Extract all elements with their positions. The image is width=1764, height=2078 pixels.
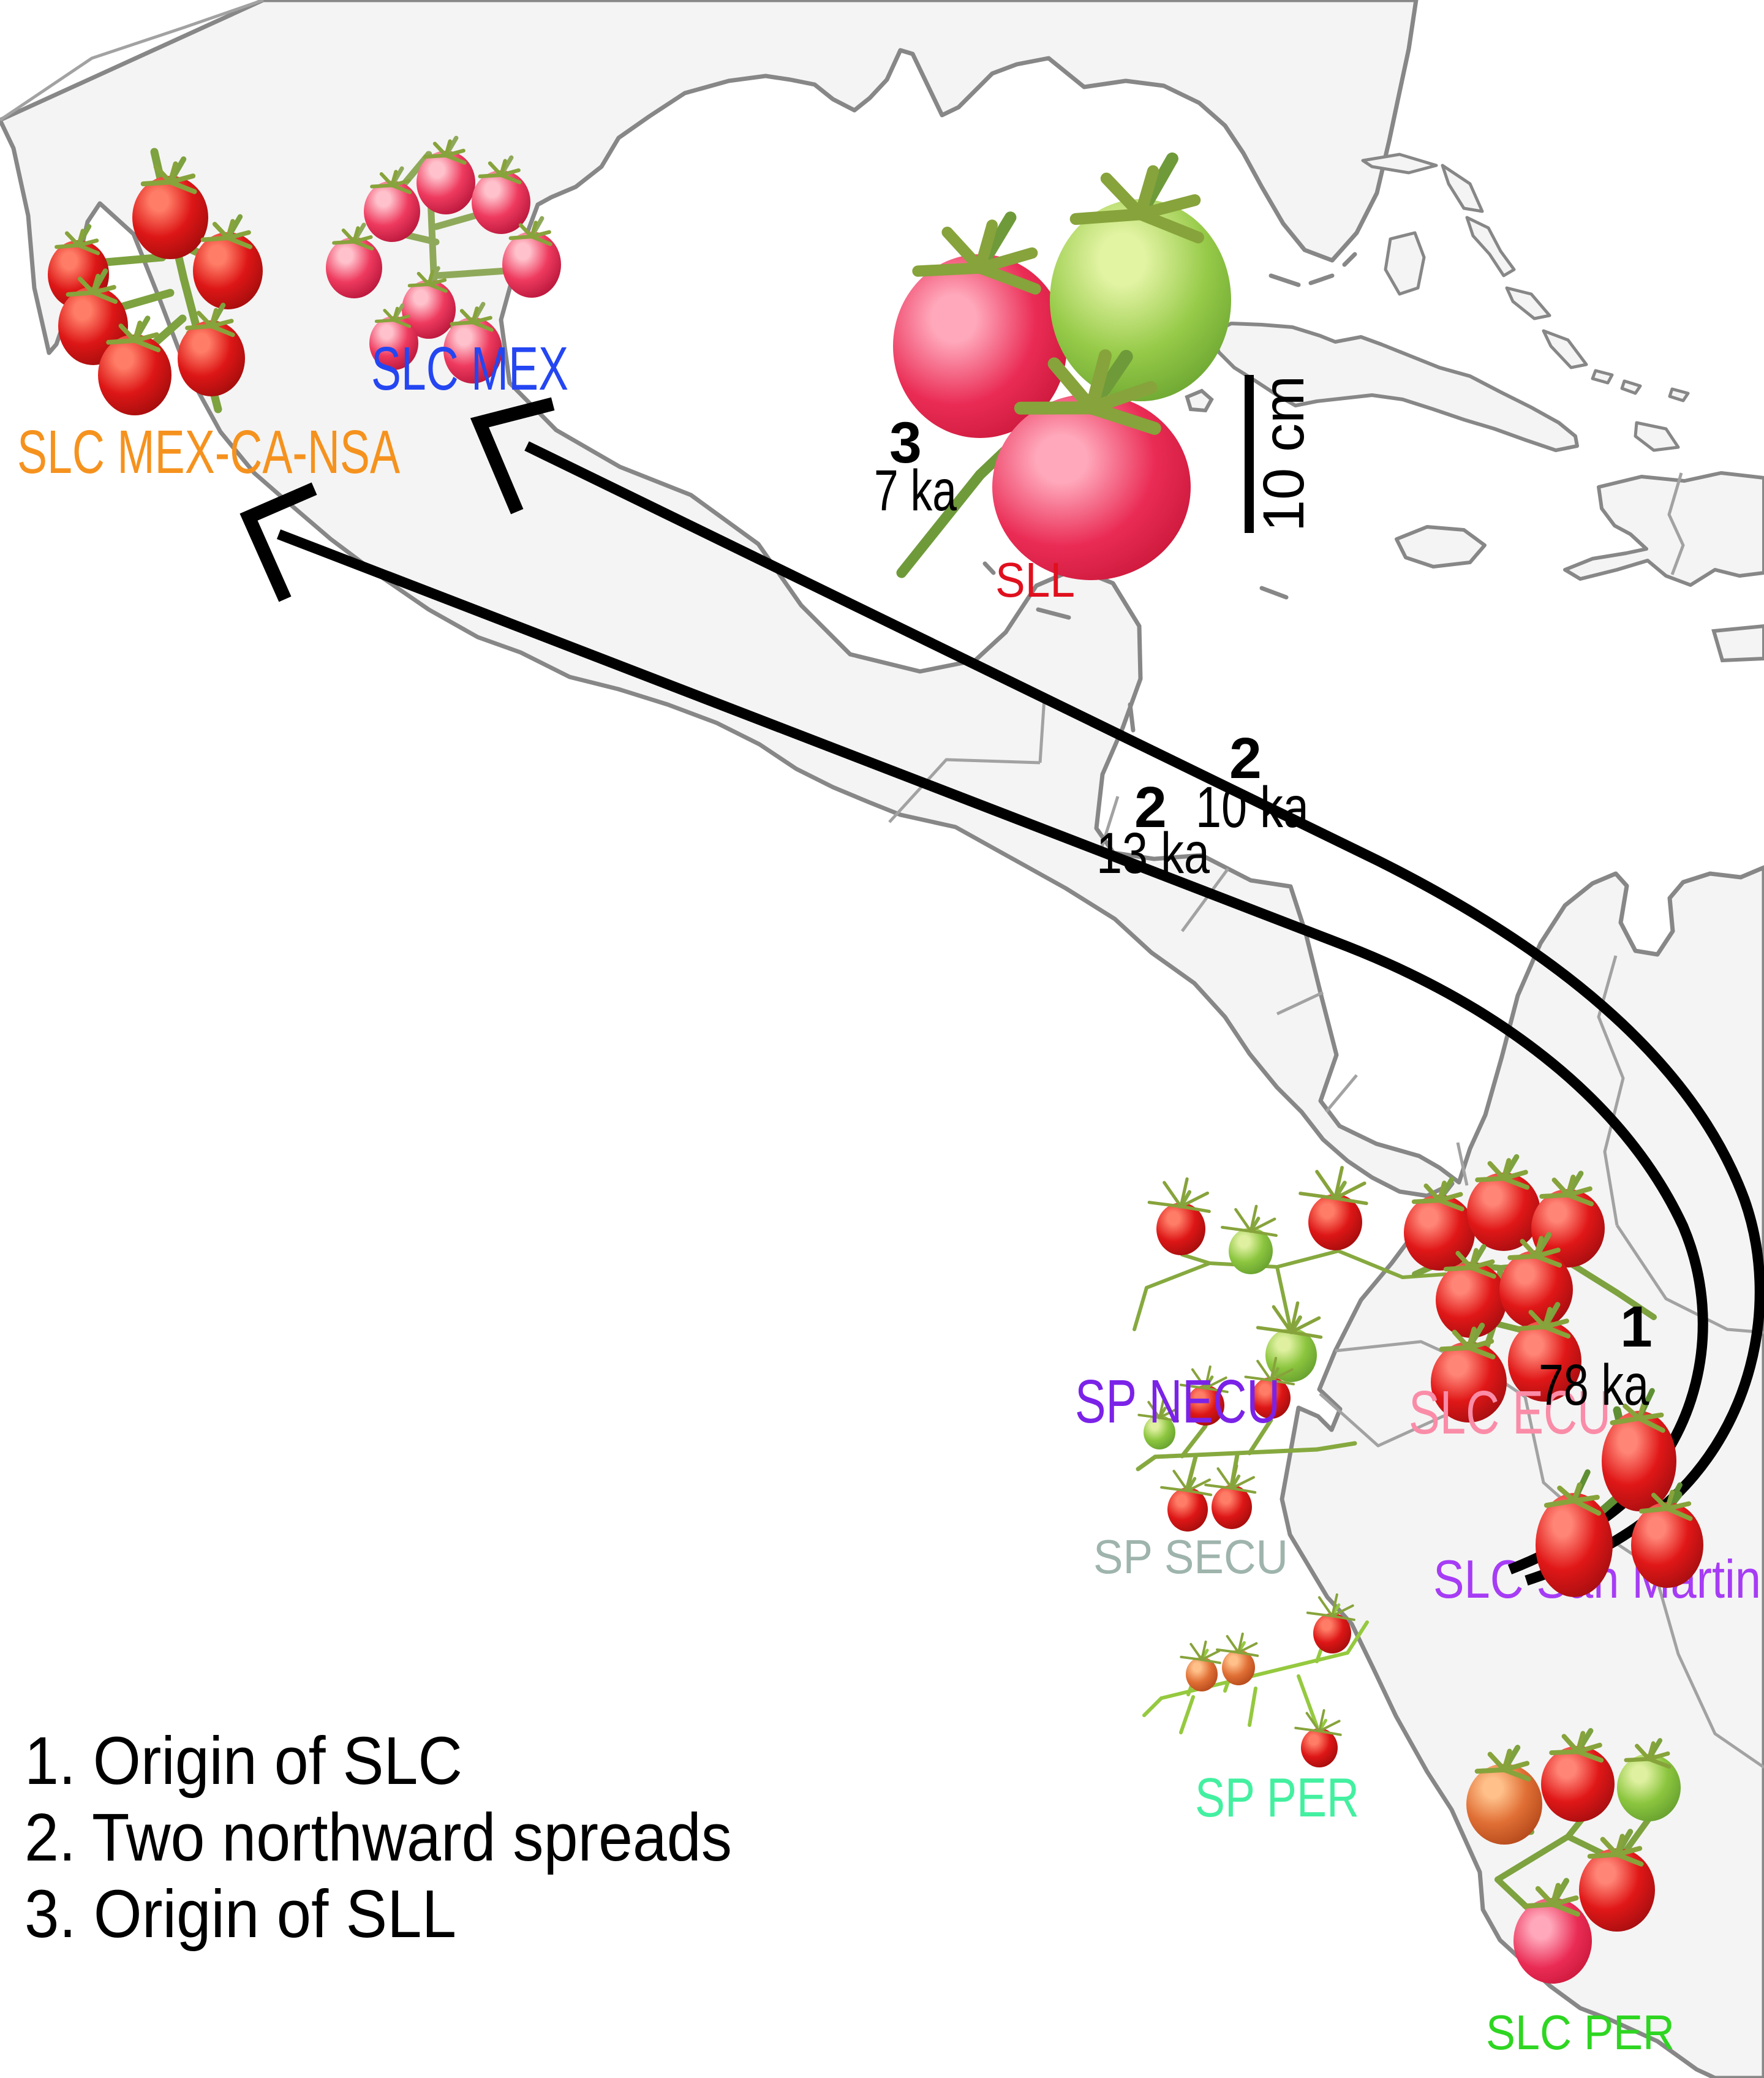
border-colombia-brazil: [1615, 1224, 1764, 1334]
label-slc-mex: SLC MEX: [371, 334, 568, 403]
arrowhead-west-spread: [239, 482, 317, 602]
border-haiti-dominican: [1667, 472, 1685, 575]
annotation-time-origin-sll: 7 ka: [874, 458, 957, 523]
label-sp-necu: SP NECU: [1075, 1367, 1280, 1436]
map-island-hispaniola: [1563, 471, 1764, 587]
label-sp-per: SP PER: [1195, 1767, 1359, 1829]
tomato-cluster-slc-mex-ca-nsa: [48, 148, 263, 415]
annotation-time-origin-slc: 78 ka: [1539, 1353, 1649, 1418]
arrowhead-east-spread: [470, 397, 555, 515]
tomato-cluster-slc-mex: [326, 135, 561, 383]
border-costarica-panama: [1325, 1074, 1358, 1113]
annotation-number-spread-east: 2: [1229, 726, 1262, 791]
map-islands-bahamas: [1361, 153, 1690, 452]
border-nicaragua-costarica: [1276, 991, 1324, 1016]
map-island-jamaica: [1395, 525, 1487, 569]
map-island-cuba: [1209, 322, 1579, 452]
label-slc-mex-ca-nsa: SLC MEX-CA-NSA: [17, 418, 400, 486]
border-belize: [1038, 698, 1046, 763]
tomato-cluster-slc-san-martin: [1536, 1388, 1703, 1597]
tomato-cluster-sp-secu: [1136, 1356, 1357, 1532]
border-us-mexico: [0, 0, 264, 122]
border-colombia-venezuela: [1597, 955, 1625, 1226]
map-borders: [0, 0, 1764, 1769]
tomato-cluster-sll: [893, 152, 1231, 580]
tomato-cluster-sp-necu: [1133, 1166, 1447, 1382]
arrow-shaft-east-spread: [524, 441, 1764, 1586]
tomato-cluster-sp-per: [1142, 1593, 1369, 1767]
border-panama-colombia: [1456, 1142, 1469, 1186]
annotation-number-origin-slc: 1: [1620, 1294, 1653, 1359]
tomato-cluster-slc-per: [1466, 1728, 1681, 1984]
border-guatemala-honduras: [1098, 796, 1120, 855]
annotation-number-origin-sll: 3: [889, 410, 922, 475]
tomato-clusters: [48, 135, 1703, 1984]
label-slc-per: SLC PER: [1486, 2005, 1675, 2060]
annotation-time-spread-east: 10 ka: [1196, 775, 1309, 840]
tomato-cluster-slc-ecu: [1404, 1154, 1657, 1422]
legend-line-1: 1. Origin of SLC: [24, 1723, 462, 1799]
legend-line-3: 3. Origin of SLL: [24, 1876, 456, 1952]
label-sp-secu: SP SECU: [1093, 1530, 1288, 1584]
label-sll: SLL: [995, 553, 1075, 607]
map-cays: [982, 252, 1357, 733]
border-ecuador-peru: [1319, 1392, 1447, 1448]
label-slc-ecu: SLC ECU: [1409, 1378, 1611, 1447]
scale-bar: [1245, 375, 1254, 533]
map-island-isla-juventud: [1185, 388, 1214, 413]
scale-bar-label: 10 cm: [1251, 376, 1316, 532]
text-annotations: SLC MEX-CA-NSA SLC MEX SLL SP NECU SLC E…: [17, 334, 1675, 2060]
annotation-number-spread-west: 2: [1134, 775, 1167, 840]
border-peru-brazil: [1487, 1370, 1764, 1769]
border-mexico-guatemala: [888, 758, 1041, 823]
annotation-time-spread-west: 13 ka: [1096, 821, 1210, 886]
map-island-puerto-rico: [1711, 624, 1764, 663]
legend-line-2: 2. Two northward spreads: [24, 1800, 732, 1875]
border-honduras-nicaragua: [1180, 867, 1230, 932]
